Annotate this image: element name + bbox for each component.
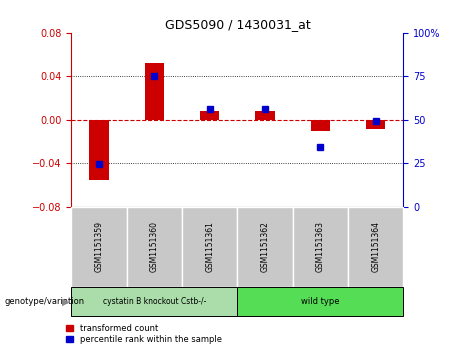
Bar — [89, 120, 109, 180]
Bar — [200, 111, 219, 120]
Text: GSM1151360: GSM1151360 — [150, 221, 159, 272]
Legend: transformed count, percentile rank within the sample: transformed count, percentile rank withi… — [66, 323, 222, 344]
Text: GSM1151359: GSM1151359 — [95, 221, 104, 272]
Bar — [71, 287, 237, 316]
Bar — [71, 207, 127, 287]
Bar — [182, 207, 237, 287]
Text: ▶: ▶ — [62, 296, 70, 306]
Text: GSM1151364: GSM1151364 — [371, 221, 380, 272]
Title: GDS5090 / 1430031_at: GDS5090 / 1430031_at — [165, 19, 310, 32]
Bar — [293, 207, 348, 287]
Bar — [255, 111, 275, 120]
Text: genotype/variation: genotype/variation — [5, 297, 85, 306]
Bar — [237, 287, 403, 316]
Bar — [366, 120, 385, 129]
Text: wild type: wild type — [301, 297, 340, 306]
Bar — [127, 207, 182, 287]
Text: GSM1151363: GSM1151363 — [316, 221, 325, 272]
Text: cystatin B knockout Cstb-/-: cystatin B knockout Cstb-/- — [103, 297, 206, 306]
Text: GSM1151362: GSM1151362 — [260, 221, 270, 272]
Bar — [145, 63, 164, 120]
Bar — [311, 120, 330, 131]
Bar — [237, 207, 293, 287]
Text: GSM1151361: GSM1151361 — [205, 221, 214, 272]
Bar — [348, 207, 403, 287]
